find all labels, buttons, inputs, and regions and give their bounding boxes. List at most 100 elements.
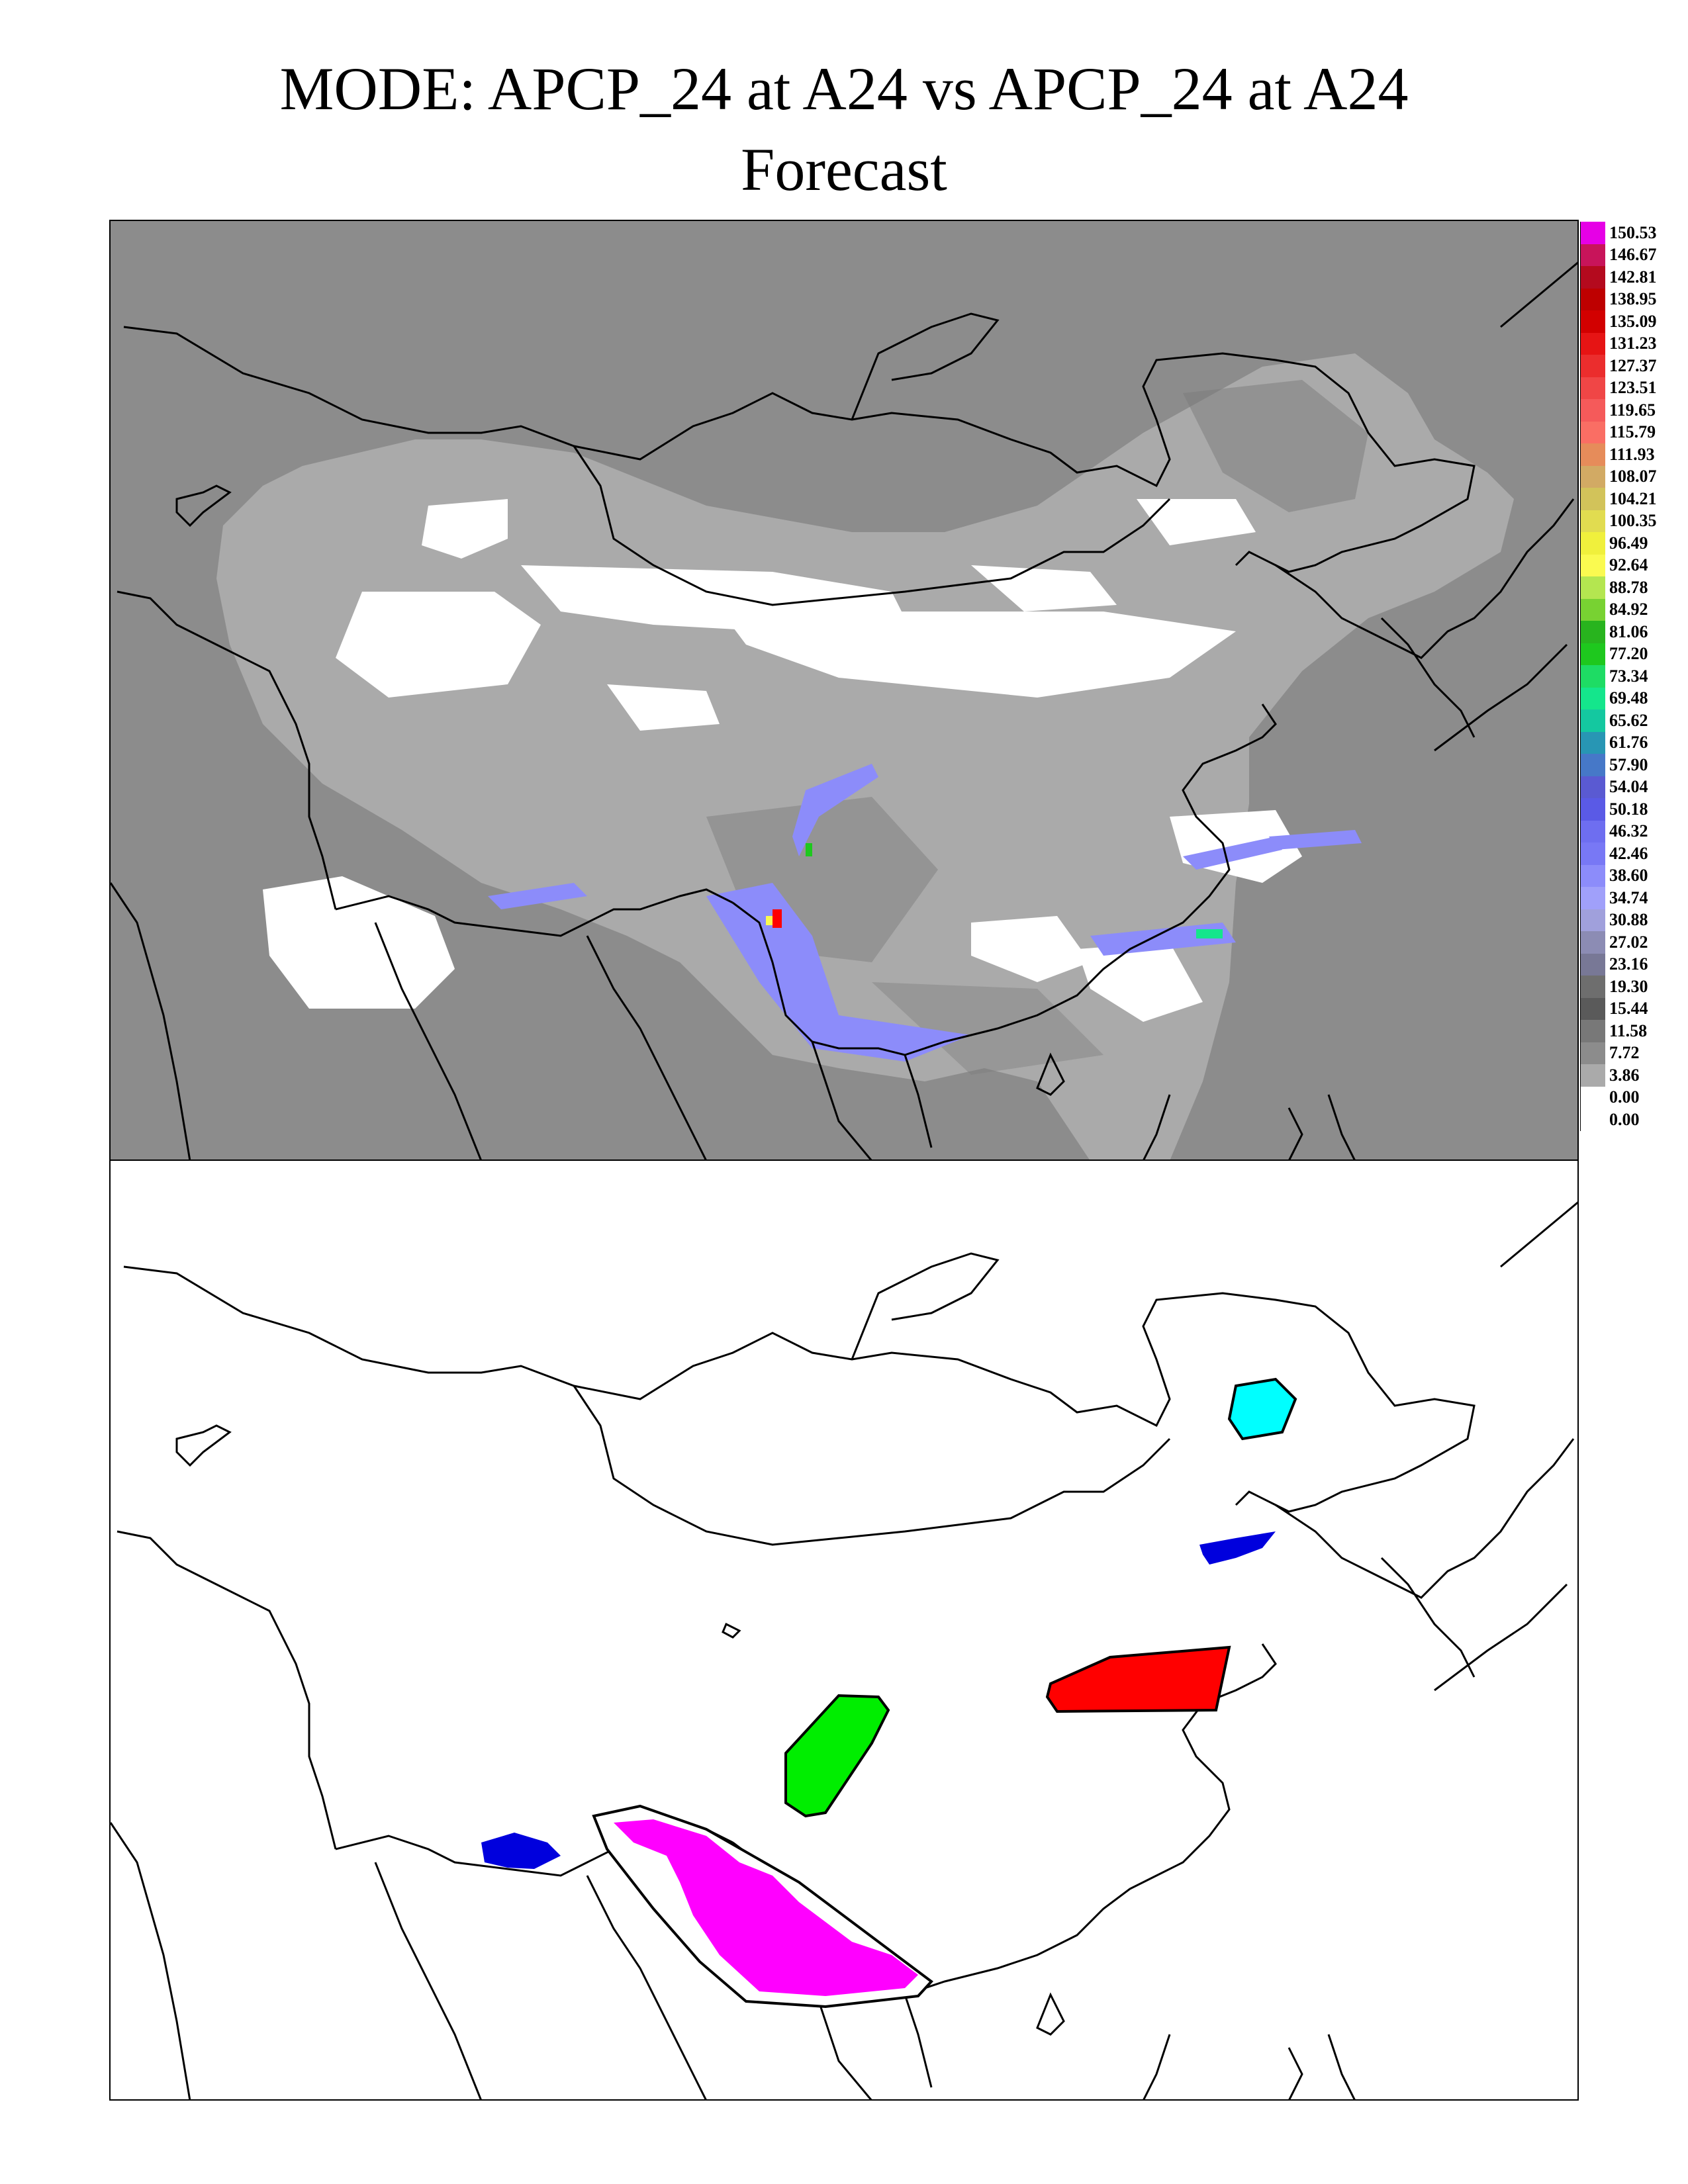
legend-swatch: [1580, 1109, 1605, 1131]
legend-label: 15.44: [1609, 999, 1648, 1019]
legend-entry: 19.30: [1580, 976, 1679, 998]
legend-label: 138.95: [1609, 289, 1657, 309]
mode-object-red: [1045, 1645, 1231, 1713]
legend-swatch: [1580, 842, 1605, 865]
legend-label: 115.79: [1609, 422, 1656, 442]
mode-objects-map: [111, 1201, 1577, 2099]
legend-label: 11.58: [1609, 1021, 1648, 1040]
mode-object-cyan: [1227, 1377, 1297, 1441]
legend-label: 104.21: [1609, 488, 1657, 508]
legend-swatch: [1580, 798, 1605, 821]
legend-label: 61.76: [1609, 733, 1648, 752]
legend-entry: 3.86: [1580, 1064, 1679, 1087]
mode-object-blue-nepal: [481, 1833, 561, 1869]
legend-swatch: [1580, 687, 1605, 709]
legend-swatch: [1580, 953, 1605, 976]
legend-label: 73.34: [1609, 666, 1648, 686]
legend-label: 46.32: [1609, 821, 1648, 841]
legend-entry: 146.67: [1580, 244, 1679, 266]
legend-entry: 119.65: [1580, 399, 1679, 422]
legend-swatch: [1580, 1086, 1605, 1109]
legend-entry: 69.48: [1580, 687, 1679, 709]
legend-entry: 27.02: [1580, 931, 1679, 954]
legend-entry: 92.64: [1580, 554, 1679, 576]
legend-swatch: [1580, 731, 1605, 754]
legend-swatch: [1580, 532, 1605, 555]
legend-swatch: [1580, 754, 1605, 776]
legend-swatch: [1580, 510, 1605, 532]
legend-label: 30.88: [1609, 910, 1648, 930]
legend-swatch: [1580, 421, 1605, 443]
legend-swatch: [1580, 443, 1605, 466]
legend-swatch: [1580, 332, 1605, 355]
legend-swatch: [1580, 465, 1605, 488]
legend-swatch: [1580, 621, 1605, 643]
legend-label: 57.90: [1609, 754, 1648, 774]
legend-swatch: [1580, 709, 1605, 732]
legend-entry: 50.18: [1580, 798, 1679, 821]
legend-swatch: [1580, 244, 1605, 266]
country-borders: [111, 261, 1577, 1160]
legend-label: 0.00: [1609, 1109, 1640, 1129]
legend-label: 34.74: [1609, 887, 1648, 907]
legend-label: 100.35: [1609, 511, 1657, 531]
legend-swatch: [1580, 643, 1605, 665]
legend-label: 54.04: [1609, 777, 1648, 797]
heavy-precip-spots: [766, 843, 1223, 938]
legend-entry: 84.92: [1580, 598, 1679, 621]
model-domain-area: [216, 353, 1514, 1160]
legend-label: 69.48: [1609, 688, 1648, 708]
legend-label: 65.62: [1609, 710, 1648, 730]
legend-swatch: [1580, 310, 1605, 333]
legend-swatch: [1580, 776, 1605, 798]
legend-swatch: [1580, 909, 1605, 931]
legend-label: 127.37: [1609, 355, 1657, 375]
legend-swatch: [1580, 355, 1605, 377]
legend-label: 96.49: [1609, 533, 1648, 553]
legend-label: 135.09: [1609, 311, 1657, 331]
forecast-field-panel: [109, 220, 1579, 1161]
legend-swatch: [1580, 976, 1605, 998]
legend-entry: 123.51: [1580, 377, 1679, 399]
color-legend: 150.53 146.67 142.81 138.95 135.09 131.23 127.…: [1580, 222, 1679, 1131]
legend-entry: 142.81: [1580, 266, 1679, 289]
legend-entry: 42.46: [1580, 842, 1679, 865]
legend-label: 146.67: [1609, 245, 1657, 265]
legend-entry: 73.34: [1580, 665, 1679, 688]
legend-label: 7.72: [1609, 1043, 1640, 1063]
mode-object-blue-korea: [1199, 1531, 1276, 1565]
legend-entry: 54.04: [1580, 776, 1679, 798]
legend-entry: 108.07: [1580, 465, 1679, 488]
legend-entry: 23.16: [1580, 953, 1679, 976]
legend-entry: 46.32: [1580, 820, 1679, 842]
legend-entry: 150.53: [1580, 222, 1679, 244]
legend-swatch: [1580, 399, 1605, 422]
legend-entry: 96.49: [1580, 532, 1679, 555]
legend-label: 150.53: [1609, 222, 1657, 242]
legend-entry: 30.88: [1580, 909, 1679, 931]
legend-swatch: [1580, 288, 1605, 310]
legend-swatch: [1580, 576, 1605, 599]
legend-swatch: [1580, 1064, 1605, 1087]
legend-swatch: [1580, 1020, 1605, 1042]
legend-entry: 38.60: [1580, 864, 1679, 887]
legend-swatch: [1580, 997, 1605, 1020]
legend-label: 119.65: [1609, 400, 1656, 420]
forecast-field-map: [111, 261, 1577, 1160]
legend-swatch: [1580, 598, 1605, 621]
legend-entry: 34.74: [1580, 887, 1679, 909]
legend-swatch: [1580, 554, 1605, 576]
legend-entry: 81.06: [1580, 621, 1679, 643]
legend-label: 131.23: [1609, 334, 1657, 353]
plot-title-line-1: MODE: APCP_24 at A24 vs APCP_24 at A24: [279, 55, 1409, 122]
legend-swatch: [1580, 820, 1605, 842]
legend-entry: 7.72: [1580, 1042, 1679, 1064]
legend-label: 42.46: [1609, 843, 1648, 863]
legend-label: 92.64: [1609, 555, 1648, 575]
no-precip-areas: [263, 499, 1302, 1022]
legend-label: 108.07: [1609, 467, 1657, 486]
legend-entry: 138.95: [1580, 288, 1679, 310]
legend-entry: 0.00: [1580, 1109, 1679, 1131]
legend-entry: 77.20: [1580, 643, 1679, 665]
legend-label: 3.86: [1609, 1065, 1640, 1085]
